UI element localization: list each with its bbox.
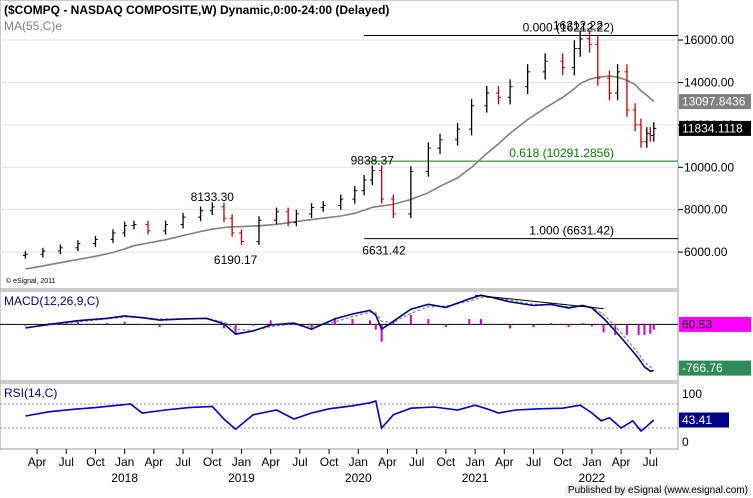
- price-y-axis: 6000.008000.0010000.0012000.0014000.0016…: [678, 33, 734, 259]
- x-month-label: Oct: [320, 455, 339, 469]
- x-month-label: Apr: [495, 455, 514, 469]
- macd-title: MACD(12,26,9,C): [4, 294, 99, 308]
- rsi-panel-frame: [0, 382, 679, 450]
- x-month-label: Apr: [28, 455, 47, 469]
- publisher-footer: Published by eSignal (www.esignal.com): [564, 485, 751, 496]
- x-month-label: Jan: [465, 455, 484, 469]
- price-annotation-label: 16212.22: [553, 19, 603, 33]
- x-year-label: 2019: [228, 471, 255, 485]
- x-month-label: Oct: [437, 455, 456, 469]
- macd-histogram: [24, 315, 655, 342]
- fib-label: 1.000 (6631.42): [529, 224, 614, 238]
- price-tick-label: 14000.00: [684, 75, 734, 89]
- price-tick-label: 10000.00: [684, 160, 734, 174]
- x-axis: Apr Jul Oct Jan Apr Jul Oct Jan Apr Jul Oct Jan Apr J…: [28, 449, 658, 485]
- x-month-label: Jul: [59, 455, 74, 469]
- last-price-text: 11834.1118: [682, 121, 743, 135]
- fib-label: 0.618 (10291.2856): [509, 146, 614, 160]
- price-annotations: 8133.30 6190.17 9838.37 6631.42 16212.22: [191, 19, 604, 267]
- x-year-label: 2020: [345, 471, 372, 485]
- macd-line: [25, 294, 654, 372]
- macd-value-text: 60.53: [682, 317, 712, 331]
- x-year-label: 2018: [111, 471, 138, 485]
- macd-value-label: 60.53: [679, 316, 751, 332]
- price-tick-label: 6000.00: [684, 245, 728, 259]
- x-month-label: Apr: [145, 455, 164, 469]
- last-price-label: 11834.1118: [679, 120, 751, 136]
- ma55-line: [25, 75, 655, 270]
- x-month-label: Oct: [86, 455, 105, 469]
- price-annotation-label: 6190.17: [214, 253, 258, 267]
- macd-signal-value-label: -766.76: [679, 360, 751, 376]
- x-year-label: 2022: [579, 471, 606, 485]
- price-tick-label: 16000.00: [684, 33, 734, 47]
- x-year-label: 2021: [462, 471, 489, 485]
- x-month-label: Jan: [349, 455, 368, 469]
- x-month-label: Jan: [115, 455, 134, 469]
- x-month-label: Jul: [292, 455, 307, 469]
- x-month-label: Jul: [526, 455, 541, 469]
- x-month-label: Apr: [612, 455, 631, 469]
- x-month-label: Oct: [203, 455, 222, 469]
- x-month-label: Jul: [409, 455, 424, 469]
- price-tick-label: 8000.00: [684, 203, 728, 217]
- fibonacci-levels: 0.000 (16212.22) 0.618 (10291.2856) 1.000 …: [364, 21, 678, 240]
- macd-divergence-trendline: [475, 294, 604, 310]
- price-annotation-label: 6631.42: [362, 244, 406, 258]
- rsi-tick-100: 100: [682, 387, 702, 401]
- rsi-value-label: 43.41: [679, 412, 729, 428]
- ma-value-label: 13097.8436: [679, 94, 751, 110]
- x-month-label: Oct: [553, 455, 572, 469]
- x-month-label: Jul: [175, 455, 190, 469]
- x-month-label: Jul: [643, 455, 658, 469]
- rsi-levels: [0, 403, 678, 429]
- macd-signal-line: [25, 296, 655, 369]
- macd-signal-value-text: -766.76: [682, 361, 723, 375]
- chart-title: ($COMPQ - NASDAQ COMPOSITE,W) Dynamic,0:…: [4, 3, 389, 17]
- macd-panel-frame: [0, 290, 679, 382]
- fib-label: 0.000 (16212.22): [523, 21, 614, 35]
- price-annotation-label: 8133.30: [191, 190, 235, 204]
- rsi-title: RSI(14,C): [4, 386, 57, 400]
- ma-value-text: 13097.8436: [682, 95, 746, 109]
- x-month-label: Apr: [261, 455, 280, 469]
- price-annotation-label: 9838.37: [351, 154, 395, 168]
- rsi-value-text: 43.41: [682, 413, 712, 427]
- price-panel-frame: [0, 0, 679, 290]
- price-gridlines: [0, 39, 678, 253]
- price-bars: [22, 30, 657, 259]
- rsi-line: [25, 399, 655, 433]
- x-month-label: Jan: [582, 455, 601, 469]
- rsi-tick-0: 0: [682, 435, 689, 449]
- watermark: © eSignal, 2011: [6, 277, 56, 285]
- x-month-label: Jan: [232, 455, 251, 469]
- indicator-label: MA(55,C)e: [4, 19, 62, 33]
- x-month-label: Apr: [378, 455, 397, 469]
